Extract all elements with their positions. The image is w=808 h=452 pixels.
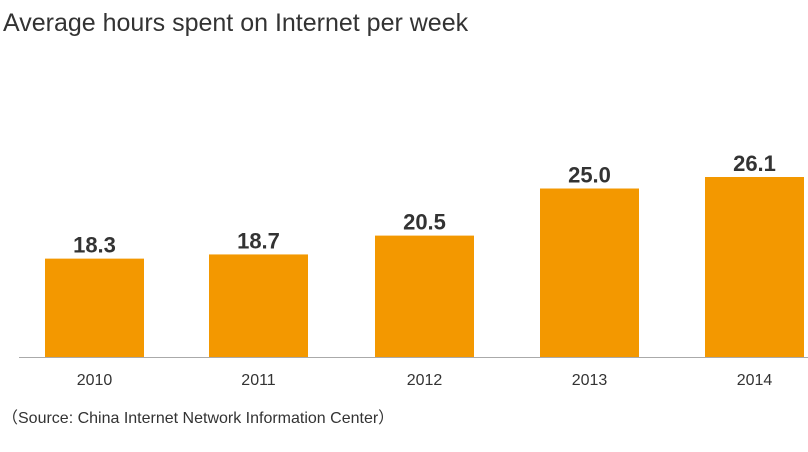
bar-2011 <box>209 254 308 357</box>
x-tick-label-2014: 2014 <box>737 372 773 389</box>
source-note: （Source: China Internet Network Informat… <box>2 410 395 427</box>
x-tick-label-2011: 2011 <box>241 372 276 389</box>
x-tick-label-2013: 2013 <box>572 372 608 389</box>
data-label-2012: 20.5 <box>403 210 446 235</box>
bar-2012 <box>375 235 474 357</box>
bar-2013 <box>540 188 639 357</box>
bar-2010 <box>45 258 144 357</box>
data-label-2013: 25.0 <box>568 163 611 188</box>
x-tick-label-2012: 2012 <box>407 372 443 389</box>
bar-chart: 18.3 2010 18.7 2011 20.5 2012 25.0 2013 26.1 2014 <box>19 151 808 389</box>
data-label-2014: 26.1 <box>733 151 776 176</box>
data-label-2011: 18.7 <box>237 228 280 253</box>
data-label-2010: 18.3 <box>73 233 116 258</box>
bar-2014 <box>705 177 804 357</box>
x-tick-label-2010: 2010 <box>77 372 113 389</box>
chart-title: Average hours spent on Internet per week <box>3 9 469 37</box>
